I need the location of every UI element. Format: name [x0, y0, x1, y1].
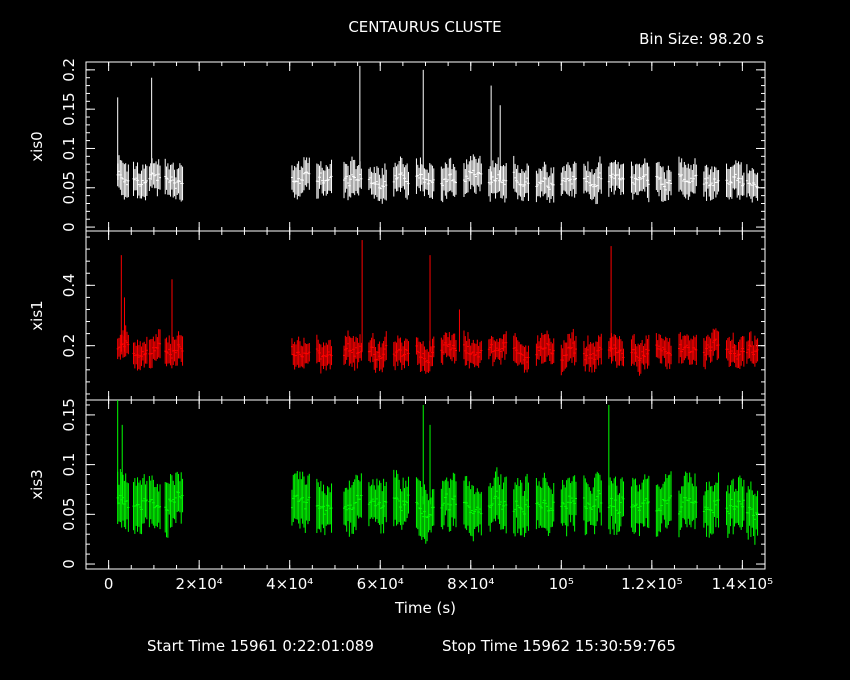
ytick-label-xis0: 0: [60, 222, 78, 232]
ytick-label-xis3: 0.15: [60, 398, 78, 431]
start-time-label: Start Time 15961 0:22:01:089: [147, 637, 374, 655]
panel-frame-xis1: [85, 230, 766, 401]
ylabel-xis3: xis3: [28, 469, 46, 499]
xtick-label: 2×10⁴: [176, 575, 223, 593]
xtick-label: 1.4×10⁵: [712, 575, 774, 593]
xtick-label: 4×10⁴: [266, 575, 313, 593]
ylabel-xis0: xis0: [28, 131, 46, 161]
ytick-label-xis3: 0.05: [60, 498, 78, 531]
panel-frame-xis0: [85, 61, 766, 232]
xtick-label: 10⁵: [549, 575, 574, 593]
ytick-label-xis0: 0.15: [60, 92, 78, 125]
ytick-label-xis0: 0.2: [60, 58, 78, 82]
ytick-label-xis1: 0.2: [60, 334, 78, 358]
ytick-label-xis3: 0: [60, 559, 78, 569]
xtick-label: 6×10⁴: [357, 575, 404, 593]
ytick-label-xis1: 0.4: [60, 273, 78, 297]
bin-size-label: Bin Size: 98.20 s: [639, 30, 764, 48]
ytick-label-xis0: 0.1: [60, 137, 78, 161]
plot-title: CENTAURUS CLUSTE: [348, 18, 502, 36]
ytick-label-xis3: 0.1: [60, 453, 78, 477]
xlabel: Time (s): [394, 599, 456, 617]
xtick-label: 8×10⁴: [447, 575, 494, 593]
ylabel-xis1: xis1: [28, 300, 46, 330]
xtick-label: 0: [104, 575, 114, 593]
ytick-label-xis0: 0.05: [60, 171, 78, 204]
stop-time-label: Stop Time 15962 15:30:59:765: [442, 637, 676, 655]
xtick-label: 1.2×10⁵: [621, 575, 683, 593]
